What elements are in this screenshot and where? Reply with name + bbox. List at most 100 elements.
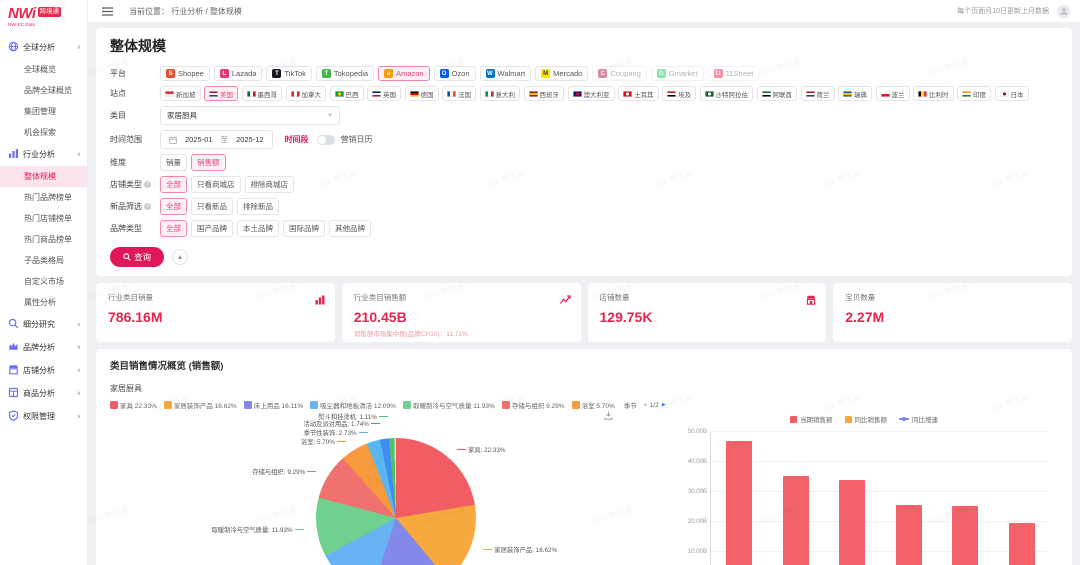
sidebar-item-热门品牌榜单[interactable]: 热门品牌榜单 bbox=[24, 193, 72, 202]
filter-chip-只看新品[interactable]: 只看新品 bbox=[191, 198, 233, 215]
filter-chip-印度[interactable]: 印度 bbox=[957, 86, 991, 101]
legend-item-浴室[interactable]: 浴室 5.70% bbox=[571, 400, 615, 410]
filter-chip-意大利[interactable]: 意大利 bbox=[479, 86, 520, 101]
stat-card-行业类目销量: 行业类目销量 786.16M bbox=[96, 283, 335, 342]
pie-chart[interactable] bbox=[316, 438, 476, 565]
sidebar-item-集团管理[interactable]: 集团管理 bbox=[24, 107, 56, 116]
filter-chip-全部[interactable]: 全部 bbox=[160, 198, 187, 215]
legend-next-icon[interactable]: ▶ bbox=[661, 402, 666, 408]
avatar[interactable] bbox=[1057, 4, 1070, 18]
sidebar-item-机会探索[interactable]: 机会探索 bbox=[24, 128, 56, 137]
filter-chip-德国[interactable]: 德国 bbox=[404, 86, 439, 101]
filter-chip-沙特阿拉伯[interactable]: 沙特阿拉伯 bbox=[699, 86, 753, 101]
legend-item-吸尘器和地板清洁[interactable]: 吸尘器和地板清洁 12.09% bbox=[310, 400, 396, 410]
sidebar-group-行业分析[interactable]: 行业分析 ∧ bbox=[0, 143, 87, 166]
date-range-input[interactable]: 2025-01 至 2025-12 bbox=[160, 130, 273, 149]
query-button[interactable]: 查询 bbox=[110, 247, 165, 267]
sidebar-group-权限管理[interactable]: 权限管理 ∨ bbox=[0, 405, 87, 428]
filter-chip-全部[interactable]: 全部 bbox=[160, 176, 187, 193]
bar-吸尘器和地板清洁[interactable] bbox=[895, 505, 922, 565]
filter-chip-比利时[interactable]: 比利时 bbox=[913, 86, 954, 101]
filter-chip-巴西[interactable]: 巴西 bbox=[329, 86, 364, 101]
filter-chip-阿联酋[interactable]: 阿联酋 bbox=[756, 86, 797, 101]
info-icon[interactable]: ? bbox=[144, 181, 151, 188]
filter-chip-Mercado[interactable]: M Mercado bbox=[535, 66, 589, 81]
sidebar-item-属性分析[interactable]: 属性分析 bbox=[24, 298, 56, 307]
time-range-mode[interactable]: 时间段 bbox=[284, 135, 309, 144]
bar-legend-item-当期销售额[interactable]: 当期销售额 bbox=[790, 414, 833, 424]
filter-chip-Amazon[interactable]: a Amazon bbox=[378, 66, 430, 81]
platform-chips: S Shopee L Lazada T TikTok T Tokopedia a Amazon O O… bbox=[160, 66, 1058, 81]
date-from[interactable]: 2025-01 bbox=[185, 135, 213, 144]
filter-chip-澳大利亚[interactable]: 澳大利亚 bbox=[567, 86, 615, 101]
legend-prev-icon[interactable]: ◀ bbox=[642, 402, 647, 408]
bar-床上用品[interactable] bbox=[839, 480, 866, 565]
sidebar-group-商品分析[interactable]: 商品分析 ∨ bbox=[0, 382, 87, 405]
filter-chip-美国[interactable]: 美国 bbox=[204, 86, 238, 101]
sidebar-group-店铺分析[interactable]: 店铺分析 ∨ bbox=[0, 359, 87, 382]
filter-chip-排除商城店[interactable]: 排除商城店 bbox=[244, 176, 294, 193]
download-icon[interactable] bbox=[604, 407, 613, 425]
filter-chip-国际品牌[interactable]: 国际品牌 bbox=[283, 220, 325, 237]
filter-chip-Lazada[interactable]: L Lazada bbox=[213, 66, 263, 81]
filter-chip-Coupang[interactable]: C Coupang bbox=[592, 66, 647, 81]
filter-chip-法国[interactable]: 法国 bbox=[442, 86, 476, 101]
collapse-filters-button[interactable]: ▲ bbox=[172, 249, 189, 265]
legend-item-家居装饰产品[interactable]: 家居装饰产品 16.62% bbox=[163, 400, 237, 410]
hamburger-icon[interactable] bbox=[102, 6, 113, 16]
marketing-calendar-toggle[interactable] bbox=[316, 134, 335, 145]
filter-chip-瑞典[interactable]: 瑞典 bbox=[838, 86, 872, 101]
legend-item-季节性装饰[interactable]: 季节性装饰 2.73% bbox=[623, 403, 636, 410]
filter-chip-埃及[interactable]: 埃及 bbox=[662, 86, 696, 101]
info-icon[interactable]: ? bbox=[144, 203, 151, 210]
filter-chip-本土品牌[interactable]: 本土品牌 bbox=[237, 220, 279, 237]
filter-chip-墨西哥[interactable]: 墨西哥 bbox=[241, 86, 282, 101]
bar-家居装饰产品[interactable] bbox=[782, 476, 809, 565]
bar-存储与组织[interactable] bbox=[1008, 522, 1035, 565]
filter-chip-土耳其[interactable]: 土耳其 bbox=[618, 86, 659, 101]
date-to[interactable]: 2025-12 bbox=[236, 135, 264, 144]
ozon-logo-icon: O bbox=[439, 69, 449, 78]
filter-panel: 整体规模 平台 S Shopee L Lazada T TikTok T Tokopedia a… bbox=[96, 28, 1072, 276]
legend-item-取暖制冷与空气质量[interactable]: 取暖制冷与空气质量 11.93% bbox=[402, 400, 495, 410]
sidebar-item-品牌全球概览[interactable]: 品牌全球概览 bbox=[24, 86, 72, 95]
filter-chip-全部[interactable]: 全部 bbox=[160, 220, 187, 237]
filter-chip-西班牙[interactable]: 西班牙 bbox=[523, 86, 564, 101]
bar-家具[interactable] bbox=[726, 441, 753, 565]
filter-chip-日本[interactable]: 日本 bbox=[994, 86, 1029, 101]
bar-取暖制冷与空气质量[interactable] bbox=[952, 506, 979, 565]
filter-chip-Gmarket[interactable]: G Gmarket bbox=[650, 66, 704, 81]
sidebar-item-热门商品榜单[interactable]: 热门商品榜单 bbox=[24, 235, 72, 244]
filter-chip-荷兰[interactable]: 荷兰 bbox=[800, 86, 835, 101]
sidebar-group-细分研究[interactable]: 细分研究 ∨ bbox=[0, 313, 87, 336]
filter-chip-Walmart[interactable]: W Walmart bbox=[479, 66, 532, 81]
filter-chip-排除新品[interactable]: 排除新品 bbox=[237, 198, 279, 215]
filter-chip-销售额[interactable]: 销售额 bbox=[191, 154, 226, 171]
legend-item-床上用品[interactable]: 床上用品 16.11% bbox=[243, 400, 303, 410]
filter-chip-TikTok[interactable]: T TikTok bbox=[266, 66, 312, 81]
filter-chip-Shopee[interactable]: S Shopee bbox=[160, 66, 210, 81]
filter-chip-销量[interactable]: 销量 bbox=[160, 154, 187, 171]
filter-chip-英国[interactable]: 英国 bbox=[367, 86, 401, 101]
sidebar-item-整体规模[interactable]: 整体规模 bbox=[0, 166, 87, 187]
filter-chip-Tokopedia[interactable]: T Tokopedia bbox=[315, 66, 375, 81]
sidebar-group-品牌分析[interactable]: 品牌分析 ∨ bbox=[0, 336, 87, 359]
filter-chip-新加坡[interactable]: 新加坡 bbox=[160, 86, 201, 101]
sidebar-group-全球分析[interactable]: 全球分析 ∧ bbox=[0, 36, 87, 59]
filter-chip-只看商城店[interactable]: 只看商城店 bbox=[191, 176, 241, 193]
bar-legend-item-同比增速[interactable]: 同比增速 bbox=[899, 414, 938, 424]
sidebar-item-全球概览[interactable]: 全球概览 bbox=[24, 65, 56, 74]
filter-chip-国产品牌[interactable]: 国产品牌 bbox=[191, 220, 233, 237]
sidebar-item-自定义市场[interactable]: 自定义市场 bbox=[24, 277, 64, 286]
sidebar-item-子品类格局[interactable]: 子品类格局 bbox=[24, 256, 64, 265]
filter-chip-其他品牌[interactable]: 其他品牌 bbox=[329, 220, 371, 237]
category-select[interactable]: 家居厨具 ▼ bbox=[160, 106, 340, 125]
filter-chip-加拿大[interactable]: 加拿大 bbox=[285, 86, 326, 101]
legend-item-家具[interactable]: 家具 22.33% bbox=[110, 400, 157, 410]
filter-chip-11Street[interactable]: 11 11Street bbox=[707, 66, 760, 81]
filter-chip-波兰[interactable]: 波兰 bbox=[875, 86, 910, 101]
sidebar-item-热门店铺榜单[interactable]: 热门店铺榜单 bbox=[24, 214, 72, 223]
legend-item-存储与组织[interactable]: 存储与组织 9.29% bbox=[501, 400, 565, 410]
bar-legend-item-同比销售额[interactable]: 同比销售额 bbox=[844, 414, 887, 424]
filter-chip-Ozon[interactable]: O Ozon bbox=[433, 66, 476, 81]
